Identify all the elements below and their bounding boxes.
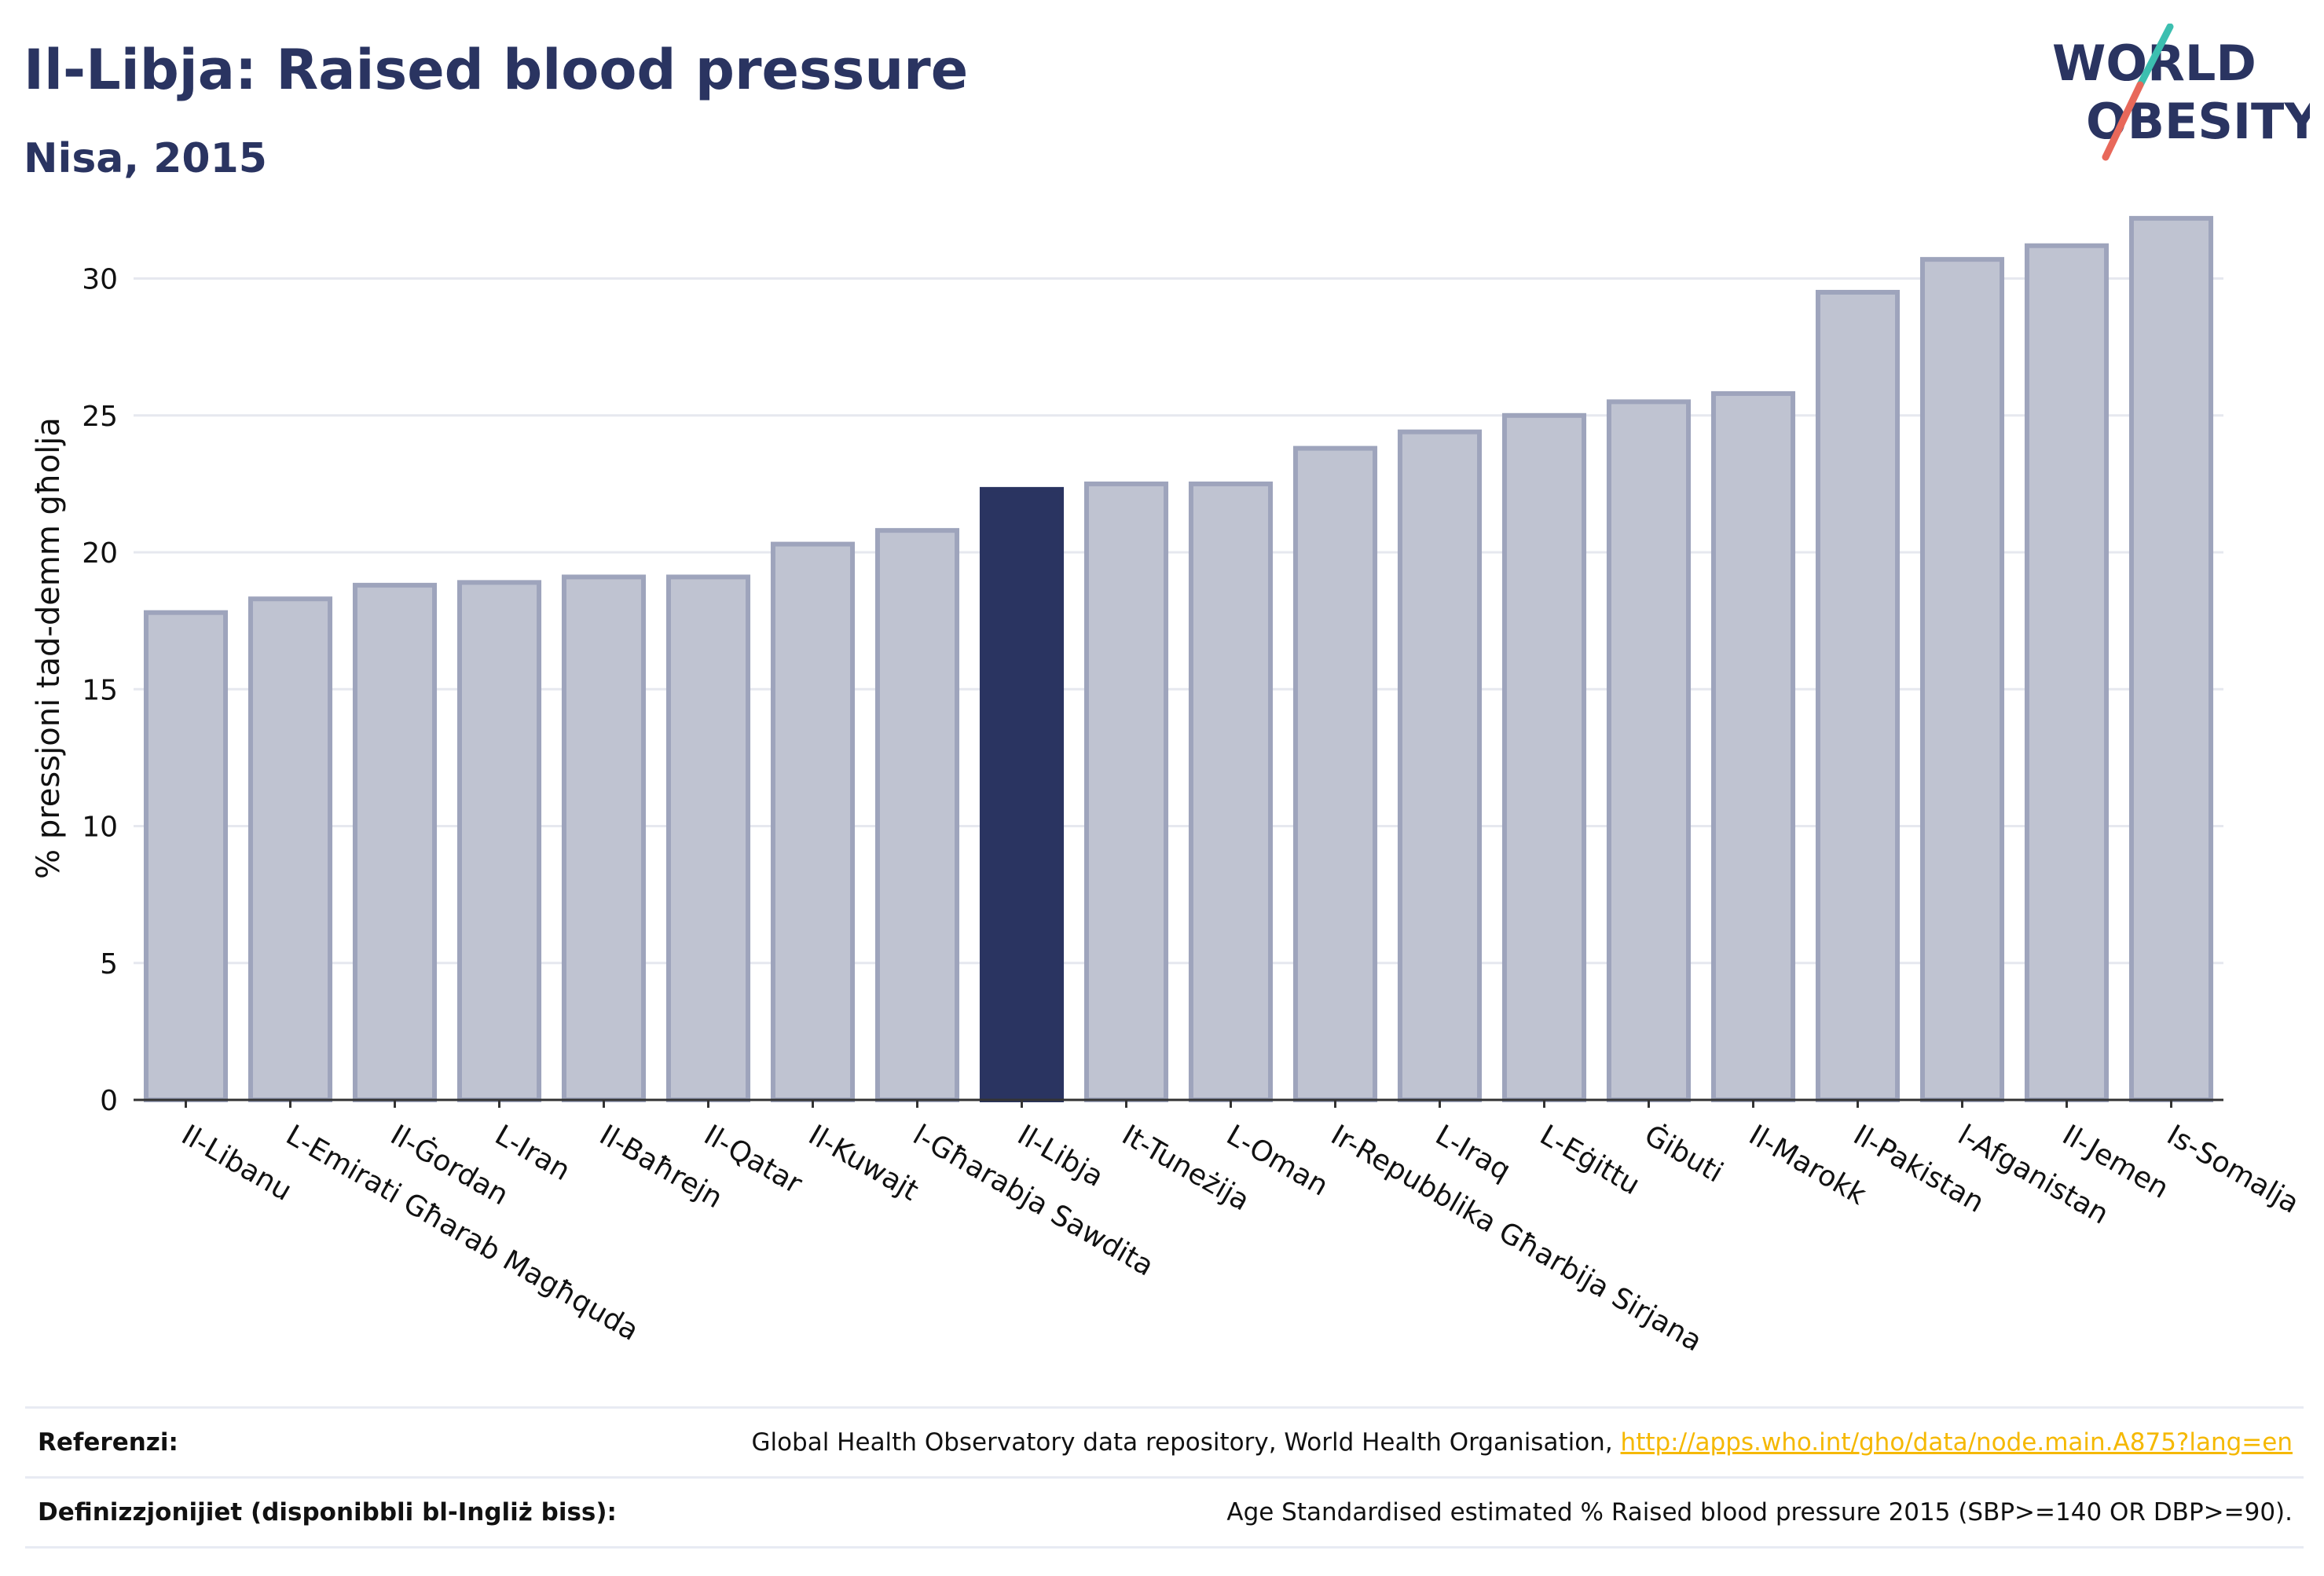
- y-tick-label: 5: [100, 948, 118, 980]
- grid-lines: [134, 277, 2223, 965]
- y-tick-label: 15: [82, 674, 118, 706]
- logo-slash-red: [2102, 81, 2144, 161]
- y-tick-label: 25: [82, 401, 118, 433]
- bar[interactable]: [770, 541, 856, 1102]
- bar[interactable]: [352, 582, 438, 1102]
- bar[interactable]: [1501, 412, 1587, 1102]
- world-obesity-logo: WORLD OBESITY: [2052, 24, 2310, 161]
- bar[interactable]: [561, 574, 647, 1102]
- x-tick-label: Il-Libanu: [176, 1119, 297, 1208]
- bar[interactable]: [247, 596, 333, 1102]
- bars: [134, 215, 2223, 1103]
- y-tick-label: 0: [100, 1085, 118, 1117]
- y-tick-labels: 0 5 10 15 20 25 30: [82, 264, 118, 1117]
- bar[interactable]: [456, 580, 542, 1102]
- y-axis-label: % pressjoni tad-demm għolja: [31, 417, 67, 879]
- bar[interactable]: [979, 486, 1065, 1102]
- bar[interactable]: [2024, 243, 2110, 1102]
- x-tick-label: Il-Kuwajt: [803, 1119, 924, 1207]
- bar[interactable]: [1606, 399, 1692, 1102]
- bar[interactable]: [874, 528, 960, 1102]
- definitions-row: Definizzjonijiet (disponibbli bl-Ingliż …: [25, 1479, 2304, 1546]
- x-tick-label: Ġibuti: [1639, 1118, 1728, 1189]
- bar[interactable]: [1292, 445, 1378, 1102]
- footer-separator-top: [25, 1406, 2304, 1409]
- footer-separator-mid: [25, 1476, 2304, 1479]
- bar[interactable]: [1397, 429, 1483, 1102]
- definitions-label: Definizzjonijiet (disponibbli bl-Ingliż …: [38, 1498, 617, 1527]
- references-link[interactable]: http://apps.who.int/gho/data/node.main.A…: [1620, 1428, 2293, 1457]
- y-tick-label: 10: [82, 812, 118, 844]
- x-tick-label: Is-Somalja: [2161, 1119, 2304, 1220]
- chart-title: Il-Libja: Raised blood pressure: [24, 38, 969, 102]
- bar[interactable]: [665, 574, 751, 1102]
- y-tick-label: 30: [82, 264, 118, 296]
- bar[interactable]: [143, 610, 229, 1102]
- references-label: Referenzi:: [38, 1428, 178, 1457]
- references-text: Global Health Observatory data repositor…: [751, 1428, 1621, 1457]
- bar[interactable]: [1919, 257, 2005, 1103]
- definitions-text: Age Standardised estimated % Raised bloo…: [1226, 1498, 2293, 1527]
- x-tick-label: L-Eġittu: [1534, 1119, 1645, 1201]
- bar[interactable]: [1815, 289, 1901, 1102]
- y-tick-label: 20: [82, 537, 118, 570]
- references-row: Referenzi: Global Health Observatory dat…: [25, 1409, 2304, 1476]
- logo-slash-teal: [2136, 24, 2174, 89]
- footer-separator-bottom: [25, 1546, 2304, 1549]
- bar[interactable]: [1710, 390, 1796, 1102]
- x-tick-label: L-Emirati Għarab Magħquda: [280, 1119, 643, 1347]
- bar[interactable]: [1188, 481, 1274, 1102]
- bar[interactable]: [1083, 481, 1169, 1102]
- bar[interactable]: [2128, 215, 2214, 1102]
- x-tick-label: Il-Marokk: [1743, 1119, 1871, 1211]
- references-value: Global Health Observatory data repositor…: [751, 1428, 2304, 1457]
- chart-subtitle: Nisa, 2015: [24, 135, 267, 182]
- x-tick-label: Ir-Repubblika Għarbija Sirjana: [1325, 1119, 1707, 1358]
